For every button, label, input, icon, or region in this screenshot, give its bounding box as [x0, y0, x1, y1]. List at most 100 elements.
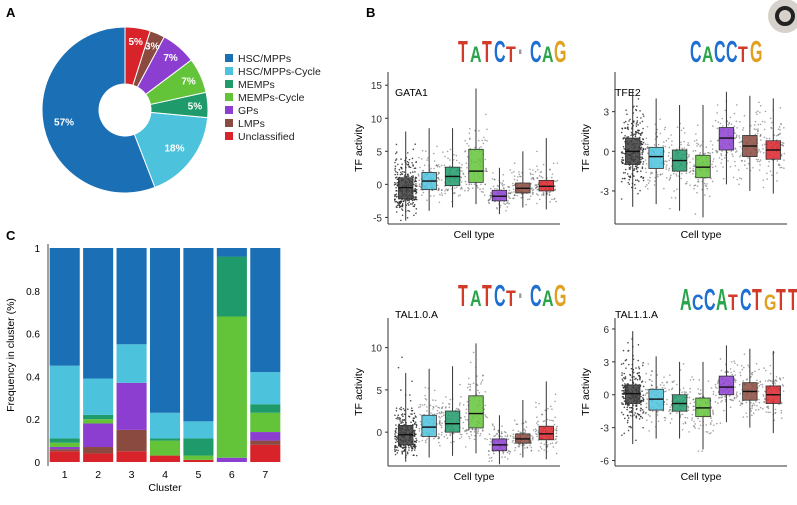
jitter-point [486, 139, 488, 142]
jitter-point [757, 150, 760, 152]
jitter-point [436, 145, 438, 148]
jitter-point [624, 171, 626, 174]
jitter-point [692, 409, 695, 411]
jitter-point [642, 176, 645, 179]
jitter-point [682, 127, 685, 130]
jitter-point [693, 164, 696, 166]
jitter-point [637, 344, 640, 346]
jitter-point [644, 185, 647, 188]
jitter-point [688, 171, 691, 174]
jitter-point [776, 180, 778, 182]
jitter-point [646, 184, 648, 186]
jitter-point [513, 194, 516, 197]
jitter-point [635, 415, 638, 418]
jitter-point [439, 420, 441, 423]
jitter-point [623, 417, 626, 420]
jitter-point [464, 139, 466, 142]
jitter-point [656, 386, 659, 388]
bar-segment-memps-cycle [49, 442, 80, 448]
jitter-point [495, 433, 498, 435]
bar-segment-unclassified [49, 451, 80, 462]
jitter-point [637, 180, 640, 183]
jitter-point [775, 376, 778, 378]
jitter-point [509, 451, 512, 453]
jitter-point [644, 159, 647, 161]
jitter-point [704, 194, 706, 196]
jitter-point [437, 173, 439, 176]
jitter-point [775, 379, 777, 382]
jitter-point [492, 185, 495, 188]
jitter-point [706, 187, 709, 190]
jitter-point [692, 150, 695, 152]
jitter-point [758, 368, 760, 371]
jitter-point [454, 192, 456, 194]
jitter-point [693, 405, 695, 408]
jitter-point [699, 152, 702, 154]
jitter-point [513, 175, 516, 177]
jitter-point [630, 411, 633, 414]
box-x-axis-title: Cell type [681, 471, 722, 483]
jitter-point [424, 150, 427, 152]
jitter-point [635, 405, 638, 408]
jitter-point [554, 393, 557, 396]
jitter-point [415, 177, 418, 179]
jitter-point [651, 172, 654, 174]
jitter-point [627, 136, 630, 138]
jitter-point [413, 440, 416, 443]
jitter-point [529, 195, 532, 198]
jitter-point [512, 188, 515, 191]
bar-segment-lmps [49, 449, 80, 452]
jitter-point [414, 171, 416, 173]
jitter-point [680, 141, 682, 144]
jitter-point [403, 413, 406, 416]
jitter-point [412, 454, 415, 457]
motif-letter: C [494, 280, 506, 314]
jitter-point [402, 415, 404, 418]
jitter-point [641, 143, 644, 146]
jitter-point [683, 147, 686, 149]
jitter-point [663, 163, 666, 165]
jitter-point [705, 185, 708, 188]
jitter-point [469, 388, 471, 391]
jitter-point [430, 167, 432, 170]
jitter-point [718, 397, 720, 399]
jitter-point [664, 387, 666, 390]
jitter-point [755, 409, 757, 411]
bar-segment-lmps [83, 447, 114, 454]
box-y-tick-label: 5 [376, 386, 382, 397]
jitter-point [638, 367, 641, 370]
jitter-point [656, 128, 659, 131]
bar-segment-unclassified [149, 455, 181, 462]
jitter-point [759, 164, 761, 166]
jitter-point [711, 151, 714, 154]
jitter-point [479, 434, 481, 437]
jitter-point [418, 440, 421, 443]
jitter-point [455, 154, 458, 157]
jitter-point [621, 161, 624, 164]
jitter-point [625, 109, 627, 112]
jitter-point [757, 382, 760, 384]
jitter-point [460, 181, 463, 183]
bar-y-tick-label: 0.2 [26, 415, 40, 426]
jitter-point [640, 403, 642, 406]
jitter-point [730, 361, 733, 363]
jitter-point [640, 141, 643, 143]
jitter-point [763, 136, 766, 139]
jitter-point [542, 420, 545, 423]
jitter-point [445, 188, 447, 190]
jitter-point [415, 445, 417, 448]
jitter-point [403, 409, 406, 412]
jitter-point [623, 385, 626, 387]
jitter-point [696, 124, 699, 127]
jitter-point [535, 429, 538, 432]
jitter-point [735, 120, 738, 123]
bar-segment-unclassified [250, 444, 281, 462]
jitter-point [425, 441, 427, 444]
jitter-point [395, 409, 398, 412]
jitter-point [397, 163, 399, 166]
jitter-point [493, 426, 496, 428]
jitter-point [536, 433, 538, 436]
pie-slice-label: 7% [163, 53, 178, 64]
box-y-tick-label: 3 [603, 358, 609, 369]
jitter-point [398, 168, 401, 171]
